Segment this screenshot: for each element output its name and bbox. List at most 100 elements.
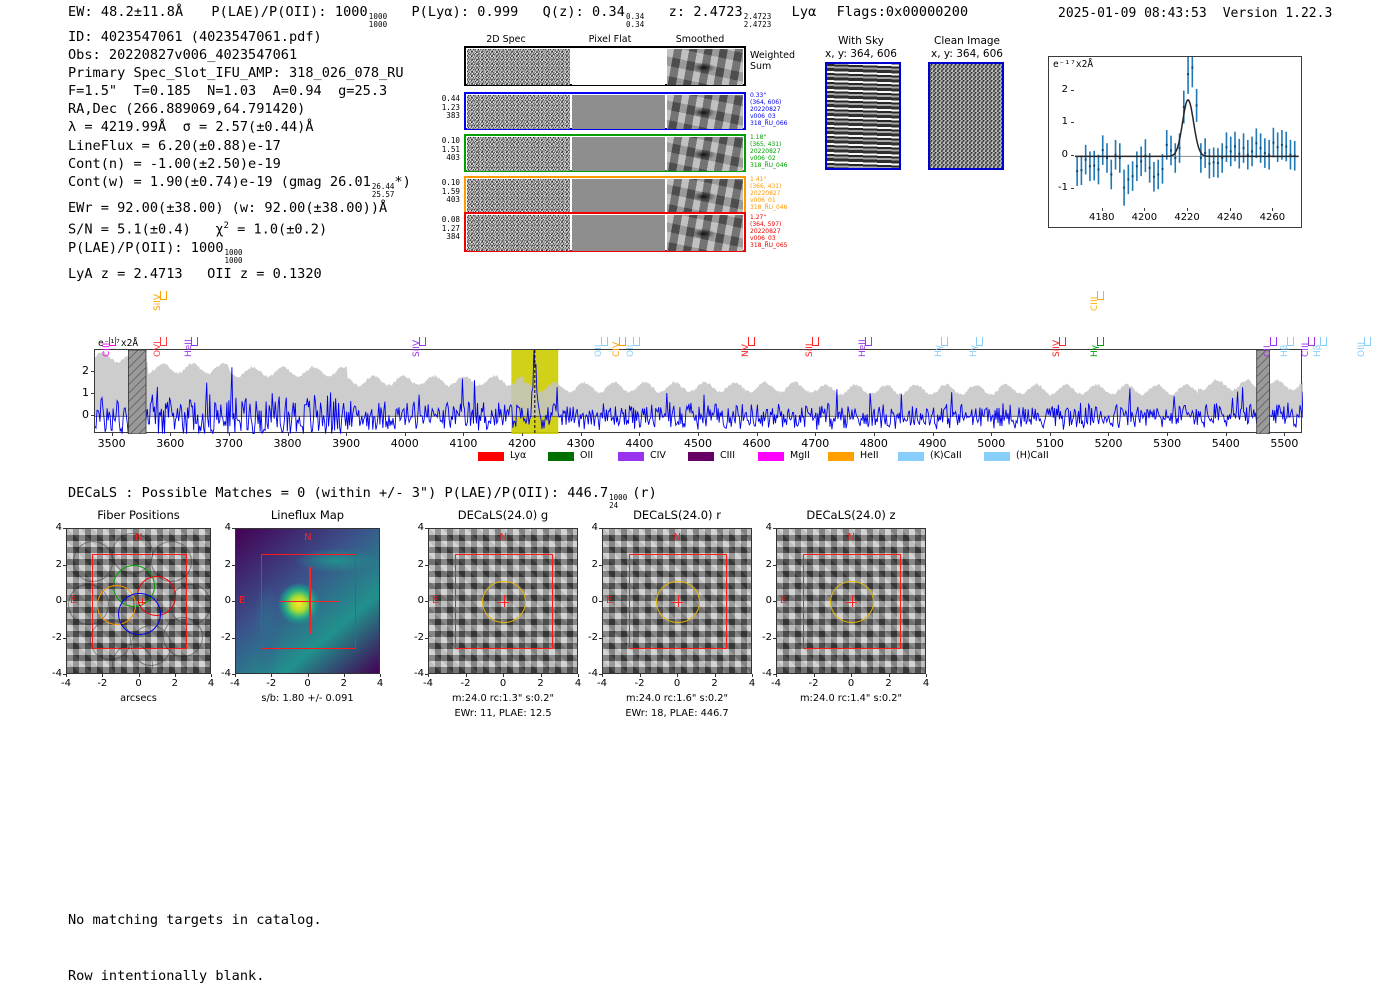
legend-swatch-(h)caii: [984, 452, 1010, 461]
fiber-4-side-numbers: 0.08 1.27 384: [441, 215, 460, 242]
full-xtick-label: 5100: [1035, 437, 1064, 450]
cutout-ytick-mark-4-4: [773, 528, 776, 529]
cutout-xtick-label-1-4: 4: [376, 678, 384, 689]
line-marker-bracket: [108, 337, 116, 346]
cutout-red-box-3: [628, 553, 727, 650]
spec2d-fiber-row-4: [464, 212, 746, 252]
cutout-xtick-mark-1-4: [380, 674, 381, 677]
cutout-xtick-mark-1-0: [235, 674, 236, 677]
line-marker-nv-8: NV: [740, 344, 751, 357]
cutout-ytick-label-1-4: 4: [224, 522, 231, 533]
line-marker-bracket: [812, 337, 820, 346]
info-cont-n: Cont(n) = -1.00(±2.50)e-19: [68, 155, 281, 172]
cutout-xtick-mark-1-1: [271, 674, 273, 677]
full-xtick-label: 4700: [801, 437, 830, 450]
cutout-caption-4-0: m:24.0 rc:1.4" s:0.2": [800, 693, 902, 704]
cutout-cross-v-4: [851, 595, 853, 608]
zoom-xtick-mark: [1187, 208, 1189, 211]
fiber-bg-circle-0: [72, 540, 114, 582]
spec2d-fiber-row-3: [464, 176, 746, 214]
line-marker-hβ-17: Hβ: [1280, 344, 1291, 357]
cutout-xtick-label-4-1: -2: [808, 678, 819, 689]
cutout-ytick-label-2-3: 2: [417, 558, 424, 570]
cutout-ytick-label-3-1: -2: [588, 631, 598, 643]
line-marker-hβ-19: Hβ: [1312, 344, 1323, 357]
cutout-ytick-label-4-2: 0: [765, 595, 772, 606]
cutout-xtick-mark-0-2: [138, 674, 140, 677]
legend-swatch-mgii: [758, 452, 784, 461]
full-ytick-label: 2: [82, 364, 89, 378]
header-plya: P(Lyα): 0.999: [411, 4, 519, 20]
info-plae-pre: P(LAE)/P(OII): 1000: [68, 239, 224, 256]
header-qz-label: Q(z): 0.34: [542, 4, 625, 20]
cutout-xtick-mark-0-1: [102, 674, 104, 677]
full-xtick-label: 3500: [97, 437, 126, 450]
full-xtick-label: 5000: [977, 437, 1006, 450]
line-marker-bracket: [1287, 337, 1295, 346]
info-plae: P(LAE)/P(OII): 1000 1000 1000: [68, 239, 411, 265]
legend-label-(k)caii: (K)CaII: [930, 450, 962, 461]
with-sky-image: [825, 62, 901, 170]
header-ew: EW: 48.2±11.8Å: [68, 4, 184, 20]
cutout-xtick-label-3-2: 0: [673, 678, 681, 689]
full-xtick-mark: [1108, 433, 1110, 436]
fiber-3-pixelflat-image: [572, 179, 665, 213]
zoom-plot-canvas: [1075, 57, 1299, 206]
cutout-xtick-label-3-4: 4: [748, 678, 756, 689]
fiber-2-side-numbers: 0.10 1.51 403: [441, 136, 460, 163]
clean-image-title: Clean Image x, y: 364, 606: [931, 35, 1003, 60]
cutout-caption-1-0: s/b: 1.80 +/- 0.091: [261, 693, 354, 704]
cutout-ytick-label-0-1: -2: [52, 631, 62, 643]
info-obs: Obs: 20220827v006_4023547061: [68, 47, 298, 64]
fiber-3-smoothed-image: [667, 179, 743, 213]
cutout-ytick-mark-0-0: [63, 674, 66, 675]
cutout-xtick-mark-1-3: [343, 674, 345, 677]
with-sky-title: With Sky x, y: 364, 606: [825, 35, 897, 60]
cutout-red-box-1: [260, 553, 356, 650]
line-marker-bracket: [160, 337, 168, 346]
cutout-xtick-label-3-1: -2: [634, 678, 645, 689]
full-spectrum-plot: e⁻¹⁷x2Å: [94, 338, 1303, 434]
info-cont-w-hi: 26.44: [371, 181, 395, 191]
cutout-xtick-label-3-3: 2: [711, 678, 718, 689]
decals-summary: DECaLS : Possible Matches = 0 (within +/…: [68, 485, 657, 510]
fiber-3-meta: 1.41" (366, 431) 20220827 v006_01 318_RU…: [750, 176, 788, 212]
zoom-xtick-label: 4200: [1131, 212, 1158, 223]
line-marker-bracket: [1307, 337, 1315, 346]
zoom-ytick-label: 2: [1061, 83, 1068, 95]
cutout-ytick-label-1-3: 2: [224, 558, 231, 570]
cutout-ytick-label-0-0: -4: [52, 668, 62, 679]
aperture-circle-3: [656, 580, 700, 624]
full-spectrum-canvas: [95, 350, 1303, 434]
decals-plae-hi: 1000: [609, 493, 628, 502]
legend-label-lyα: Lyα: [510, 450, 527, 461]
cutout-xtick-label-1-3: 2: [340, 678, 347, 689]
line-zoom-plot: e⁻¹⁷x2Å: [1048, 56, 1302, 228]
cutout-title-4: DECaLS(24.0) z: [806, 508, 896, 522]
cutout-xtick-label-0-0: -4: [61, 678, 71, 689]
spec2d-fiber-row-1: [464, 92, 746, 130]
cutout-xtick-mark-1-2: [307, 674, 309, 677]
fiber-bg-circle-7: [162, 616, 204, 658]
fiber-3-side-numbers: 0.10 1.59 403: [441, 178, 460, 205]
line-marker-bracket: [1058, 337, 1066, 346]
compass-n-3: N: [673, 532, 681, 543]
aperture-circle-2: [482, 580, 526, 624]
info-ewr: EWr = 92.00(±38.00) (w: 92.00(±38.00))Å: [68, 200, 388, 217]
header-z-lo: 2.4723: [743, 20, 772, 30]
full-xtick-label: 5400: [1211, 437, 1240, 450]
header-z-label: z: 2.4723: [668, 4, 743, 20]
full-xtick-mark: [932, 433, 934, 436]
full-xtick-mark: [111, 433, 113, 436]
cutout-ytick-label-2-4: 4: [417, 522, 424, 533]
cutout-xtick-label-2-1: -2: [460, 678, 471, 689]
full-spectrum-flux-units: e⁻¹⁷x2Å: [98, 338, 139, 349]
fiber-1-2dspec-image: [467, 95, 570, 129]
full-ytick-label: 1: [82, 386, 89, 400]
decals-band: (r): [632, 485, 657, 501]
info-snr-chi2: S/N = 5.1(±0.4) χ2 = 1.0(±0.2): [68, 217, 411, 239]
cutout-caption-3-0: m:24.0 rc:1.6" s:0.2": [626, 693, 728, 704]
cutout-ytick-label-0-3: 2: [55, 558, 62, 570]
